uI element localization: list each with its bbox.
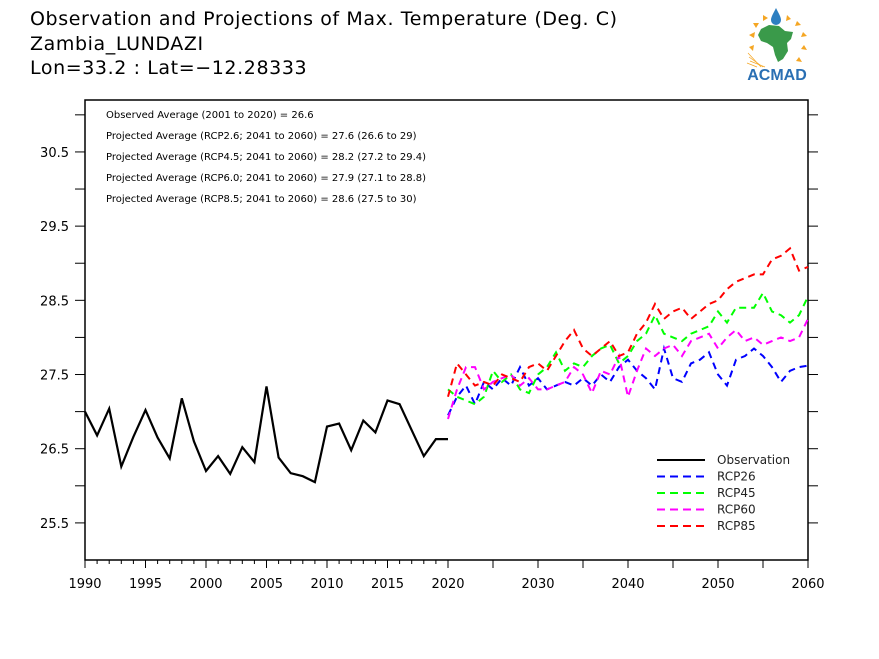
series-line-rcp26 (447, 344, 809, 416)
annotation-text: Projected Average (RCP8.5; 2041 to 2060)… (106, 194, 417, 205)
station-name: Zambia_LUNDAZI (30, 33, 204, 55)
legend-label: RCP45 (717, 486, 756, 500)
x-tick-label: 2040 (611, 577, 644, 592)
series-line-observation (84, 386, 448, 484)
y-tick-label: 28.5 (40, 294, 69, 309)
legend: Observation RCP26 RCP45 RCP60 RCP85 (657, 453, 790, 533)
series-line-rcp85 (447, 246, 809, 398)
annotation-text: Projected Average (RCP4.5; 2041 to 2060)… (106, 152, 426, 163)
x-tick-label: 2020 (431, 577, 464, 592)
water-drop-icon (771, 8, 781, 25)
series-lines (84, 246, 809, 484)
africa-map-icon (758, 25, 793, 62)
x-tick-label: 2060 (791, 577, 824, 592)
sun-rays-icon (749, 15, 807, 62)
y-tick-label: 25.5 (40, 517, 69, 532)
x-tick-label: 1990 (68, 577, 101, 592)
chart-title: Observation and Projections of Max. Temp… (30, 8, 618, 30)
legend-label: RCP26 (717, 470, 756, 484)
x-tick-label: 2030 (521, 577, 554, 592)
x-tick-label: 1995 (129, 577, 162, 592)
logo-text: ACMAD (747, 67, 807, 83)
legend-label: RCP60 (717, 503, 756, 517)
legend-label: Observation (717, 453, 790, 467)
legend-label: RCP85 (717, 519, 756, 533)
y-tick-label: 27.5 (40, 369, 69, 384)
y-tick-label: 26.5 (40, 443, 69, 458)
sun-beam-lines-icon (746, 52, 766, 68)
annotation-text: Projected Average (RCP2.6; 2041 to 2060)… (106, 131, 417, 142)
y-axis: 25.5 26.5 27.5 28.5 29.5 30.5 (40, 114, 818, 532)
annotation-text: Observed Average (2001 to 2020) = 26.6 (106, 110, 314, 121)
y-tick-label: 30.5 (40, 146, 69, 161)
station-coordinates: Lon=33.2 : Lat=−12.28333 (30, 57, 308, 79)
x-axis: 1990 1995 2000 2005 2010 2015 2020 2030 2040 2050… (68, 560, 825, 592)
x-tick-label: 2000 (189, 577, 222, 592)
acmad-logo: ACMAD (735, 5, 820, 84)
x-tick-label: 2010 (310, 577, 343, 592)
plot-frame (84, 99, 809, 561)
y-tick-label: 29.5 (40, 220, 69, 235)
annotations: Observed Average (2001 to 2020) = 26.6 Pr… (106, 110, 426, 205)
annotation-text: Projected Average (RCP6.0; 2041 to 2060)… (106, 173, 426, 184)
series-line-rcp60 (447, 318, 809, 420)
x-tick-label: 2015 (371, 577, 404, 592)
x-tick-label: 2050 (701, 577, 734, 592)
x-tick-label: 2005 (250, 577, 283, 592)
